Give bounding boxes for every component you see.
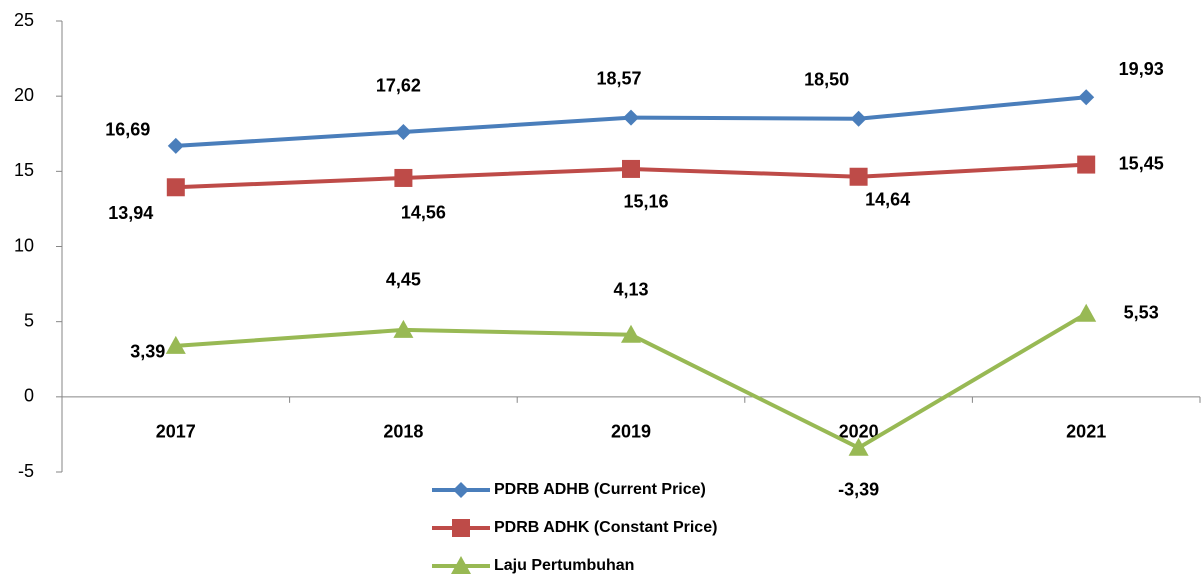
y-tick-label: 20 <box>14 85 34 105</box>
legend-label: Laju Pertumbuhan <box>494 557 634 574</box>
data-label: 3,39 <box>130 342 165 362</box>
marker <box>623 109 639 126</box>
legend-marker <box>451 556 471 574</box>
marker <box>395 123 412 140</box>
data-label: 14,56 <box>401 203 446 223</box>
data-label: 15,16 <box>623 192 668 212</box>
marker <box>167 137 184 154</box>
y-tick-label: 25 <box>14 10 34 30</box>
data-label: 4,13 <box>613 279 648 299</box>
x-tick-label: 2020 <box>839 422 879 442</box>
data-label: 16,69 <box>105 120 150 140</box>
data-label: 17,62 <box>376 76 421 96</box>
data-label: 14,64 <box>865 189 910 209</box>
data-label: 19,93 <box>1119 59 1164 79</box>
y-tick-label: 10 <box>14 235 34 255</box>
marker <box>1076 303 1097 322</box>
y-tick-label: 5 <box>24 310 34 330</box>
x-tick-label: 2021 <box>1066 422 1106 442</box>
marker <box>850 110 867 127</box>
legend-marker <box>453 482 469 498</box>
legend-label: PDRB ADHB (Current Price) <box>494 481 706 498</box>
marker <box>393 319 414 338</box>
marker <box>1077 155 1096 174</box>
marker <box>849 167 868 186</box>
legend-label: PDRB ADHK (Constant Price) <box>494 519 717 536</box>
data-label: 4,45 <box>386 270 421 290</box>
data-label: 15,45 <box>1119 153 1164 173</box>
y-tick-label: -5 <box>18 461 34 481</box>
y-tick-label: 0 <box>24 386 34 406</box>
marker <box>165 335 186 354</box>
x-tick-label: 2018 <box>383 422 423 442</box>
marker <box>166 178 185 197</box>
marker <box>848 437 869 456</box>
data-label: 13,94 <box>108 203 153 223</box>
x-tick-label: 2017 <box>156 422 196 442</box>
marker <box>622 159 640 178</box>
marker <box>621 324 641 343</box>
y-tick-label: 15 <box>14 160 34 180</box>
data-label: 18,57 <box>596 68 641 88</box>
data-label: 5,53 <box>1124 302 1159 322</box>
legend-marker <box>452 519 470 537</box>
marker <box>394 168 413 187</box>
marker <box>1078 89 1095 106</box>
x-tick-label: 2019 <box>611 422 651 442</box>
data-label: -3,39 <box>838 480 879 500</box>
data-label: 18,50 <box>804 69 849 89</box>
